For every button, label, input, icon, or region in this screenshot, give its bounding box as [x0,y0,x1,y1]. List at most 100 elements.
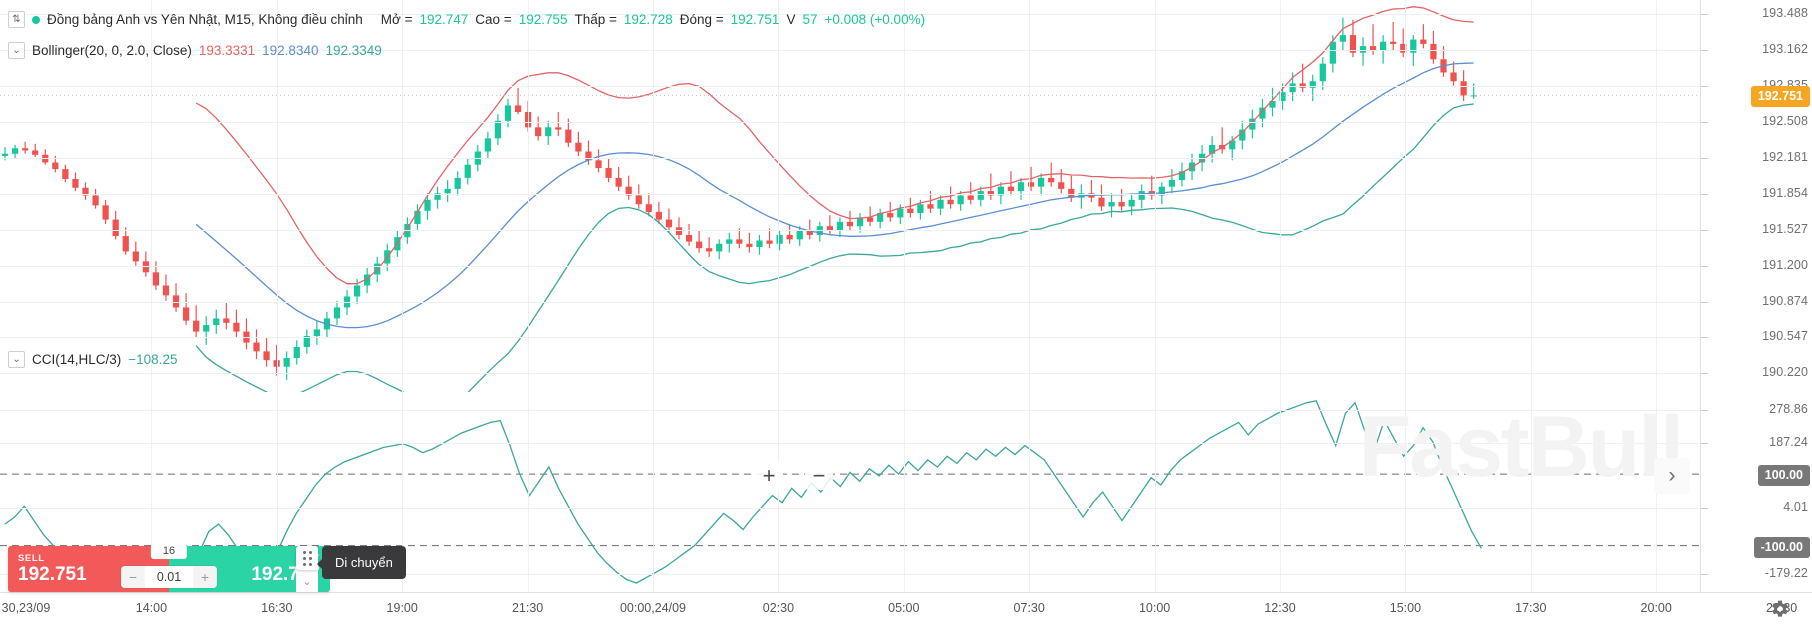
candle-body [856,217,864,227]
low-value: 192.728 [623,12,673,27]
cci-level-badge: 100.00 [1757,465,1810,487]
candle-body [414,210,421,224]
quantity-increase-button[interactable]: + [193,566,217,588]
candle-body [1349,35,1357,53]
gridline-vertical [778,392,780,592]
bollinger-legend: ⌄ Bollinger(20, 0, 2.0, Close) 193.3331 … [8,42,382,59]
candle-body [746,243,753,248]
gridline-vertical [1405,392,1407,592]
gridline-vertical [402,392,404,592]
candle-body [695,241,703,249]
candle-body [464,164,471,178]
candle-body [72,178,79,188]
candle-body [1249,118,1256,130]
cci-axis-tick-mark [1701,573,1708,575]
time-axis-tick-label: 17:30 [1515,601,1547,615]
gear-icon[interactable] [1770,599,1790,619]
candle-body [132,251,139,262]
candle-body [545,127,552,137]
chevron-down-icon[interactable]: ⌄ [8,42,25,59]
candle-body [1470,95,1477,97]
open-value: 192.747 [419,12,469,27]
candle-body [897,208,904,218]
cci-axis-tick-label: -179.22 [1764,565,1808,580]
candle-body [504,105,512,121]
price-axis-tick-mark [1701,86,1708,88]
gridline-horizontal [0,229,1700,231]
spread-value: 16 [150,544,188,559]
price-axis[interactable]: 193.488 193.162 192.835 192.508 192.181 191.8… [1700,0,1812,592]
quantity-stepper[interactable]: − 0.01 + [121,566,217,588]
price-chart-pane[interactable] [0,0,1700,392]
quantity-input[interactable]: 0.01 [156,570,182,584]
gridline-vertical [1280,392,1281,592]
candle-body [122,236,129,252]
gridline-vertical [1530,0,1532,392]
bollinger-middle-value: 192.8340 [262,43,319,58]
trade-panel-drag-handle[interactable] [296,546,318,570]
price-chart-svg [0,6,1700,392]
high-value: 192.755 [518,12,568,27]
time-axis[interactable]: 30,23/09 14:00 16:30 19:00 21:30 00:00,24/09 0… [0,592,1812,626]
scroll-to-latest-button[interactable]: › [1654,458,1690,494]
candle-body [987,191,994,196]
gridline-vertical [151,0,153,392]
gridline-horizontal [0,337,1700,339]
candle-body [625,186,632,196]
candle-body [1118,202,1125,207]
price-axis-tick-mark [1701,14,1708,16]
price-axis-tick-label: 193.162 [1762,42,1808,57]
gridline-vertical [903,0,905,392]
candle-body [595,160,602,168]
time-axis-tick-label: 21:30 [511,601,544,615]
cci-gridline-horizontal [0,410,1700,412]
low-label: Thấp = [574,12,617,27]
cci-gridline-horizontal [0,573,1700,575]
gridline-horizontal [0,14,1700,16]
candle-body [303,336,310,347]
gridline-horizontal [0,122,1700,124]
zoom-in-button[interactable]: + [755,462,783,490]
candle-body [826,226,833,231]
candle-body [1420,39,1427,44]
candle-body [32,150,39,155]
gridline-horizontal [0,265,1700,267]
price-axis-tick-label: 191.527 [1762,221,1808,236]
bollinger-upper-band-line [195,6,1474,285]
close-value: 192.751 [730,12,780,27]
gridline-vertical [778,0,780,392]
price-axis-tick-label: 190.220 [1762,365,1808,380]
time-axis-tick-label: 02:30 [762,601,795,615]
quantity-decrease-button[interactable]: − [121,566,145,588]
candle-body [1299,83,1306,88]
candle-body [997,186,1005,196]
candle-body [283,357,290,367]
candle-body [1158,186,1165,196]
candle-body [806,230,813,235]
candle-body [776,234,783,244]
trade-panel-collapse-button[interactable]: ⌄ [296,570,318,592]
price-axis-tick-label: 190.547 [1762,329,1808,344]
zoom-out-button[interactable]: − [805,462,833,490]
gridline-horizontal [0,301,1700,303]
candle-body [877,213,884,222]
candle-body [736,239,743,244]
candle-body [494,120,502,139]
candle-body [786,234,793,240]
candle-body [1239,129,1246,141]
candle-body [1259,107,1266,119]
candle-body [1309,81,1316,88]
candle-body [535,127,542,137]
settings-toggle-icon[interactable]: ⇅ [8,11,25,28]
gridline-horizontal [0,86,1700,88]
trade-panel[interactable]: SELL 192.751 BUY 192.767 16 − 0.01 + [8,544,330,592]
candle-body [1128,199,1135,207]
candle-body [635,195,642,205]
candle-body [645,204,652,212]
cci-chevron-down-icon[interactable]: ⌄ [8,351,25,368]
gridline-vertical [653,392,654,592]
time-axis-tick-label: 12:30 [1264,601,1296,615]
candle-body [887,213,894,218]
price-axis-tick-mark [1701,193,1708,195]
candle-body [1319,63,1326,82]
